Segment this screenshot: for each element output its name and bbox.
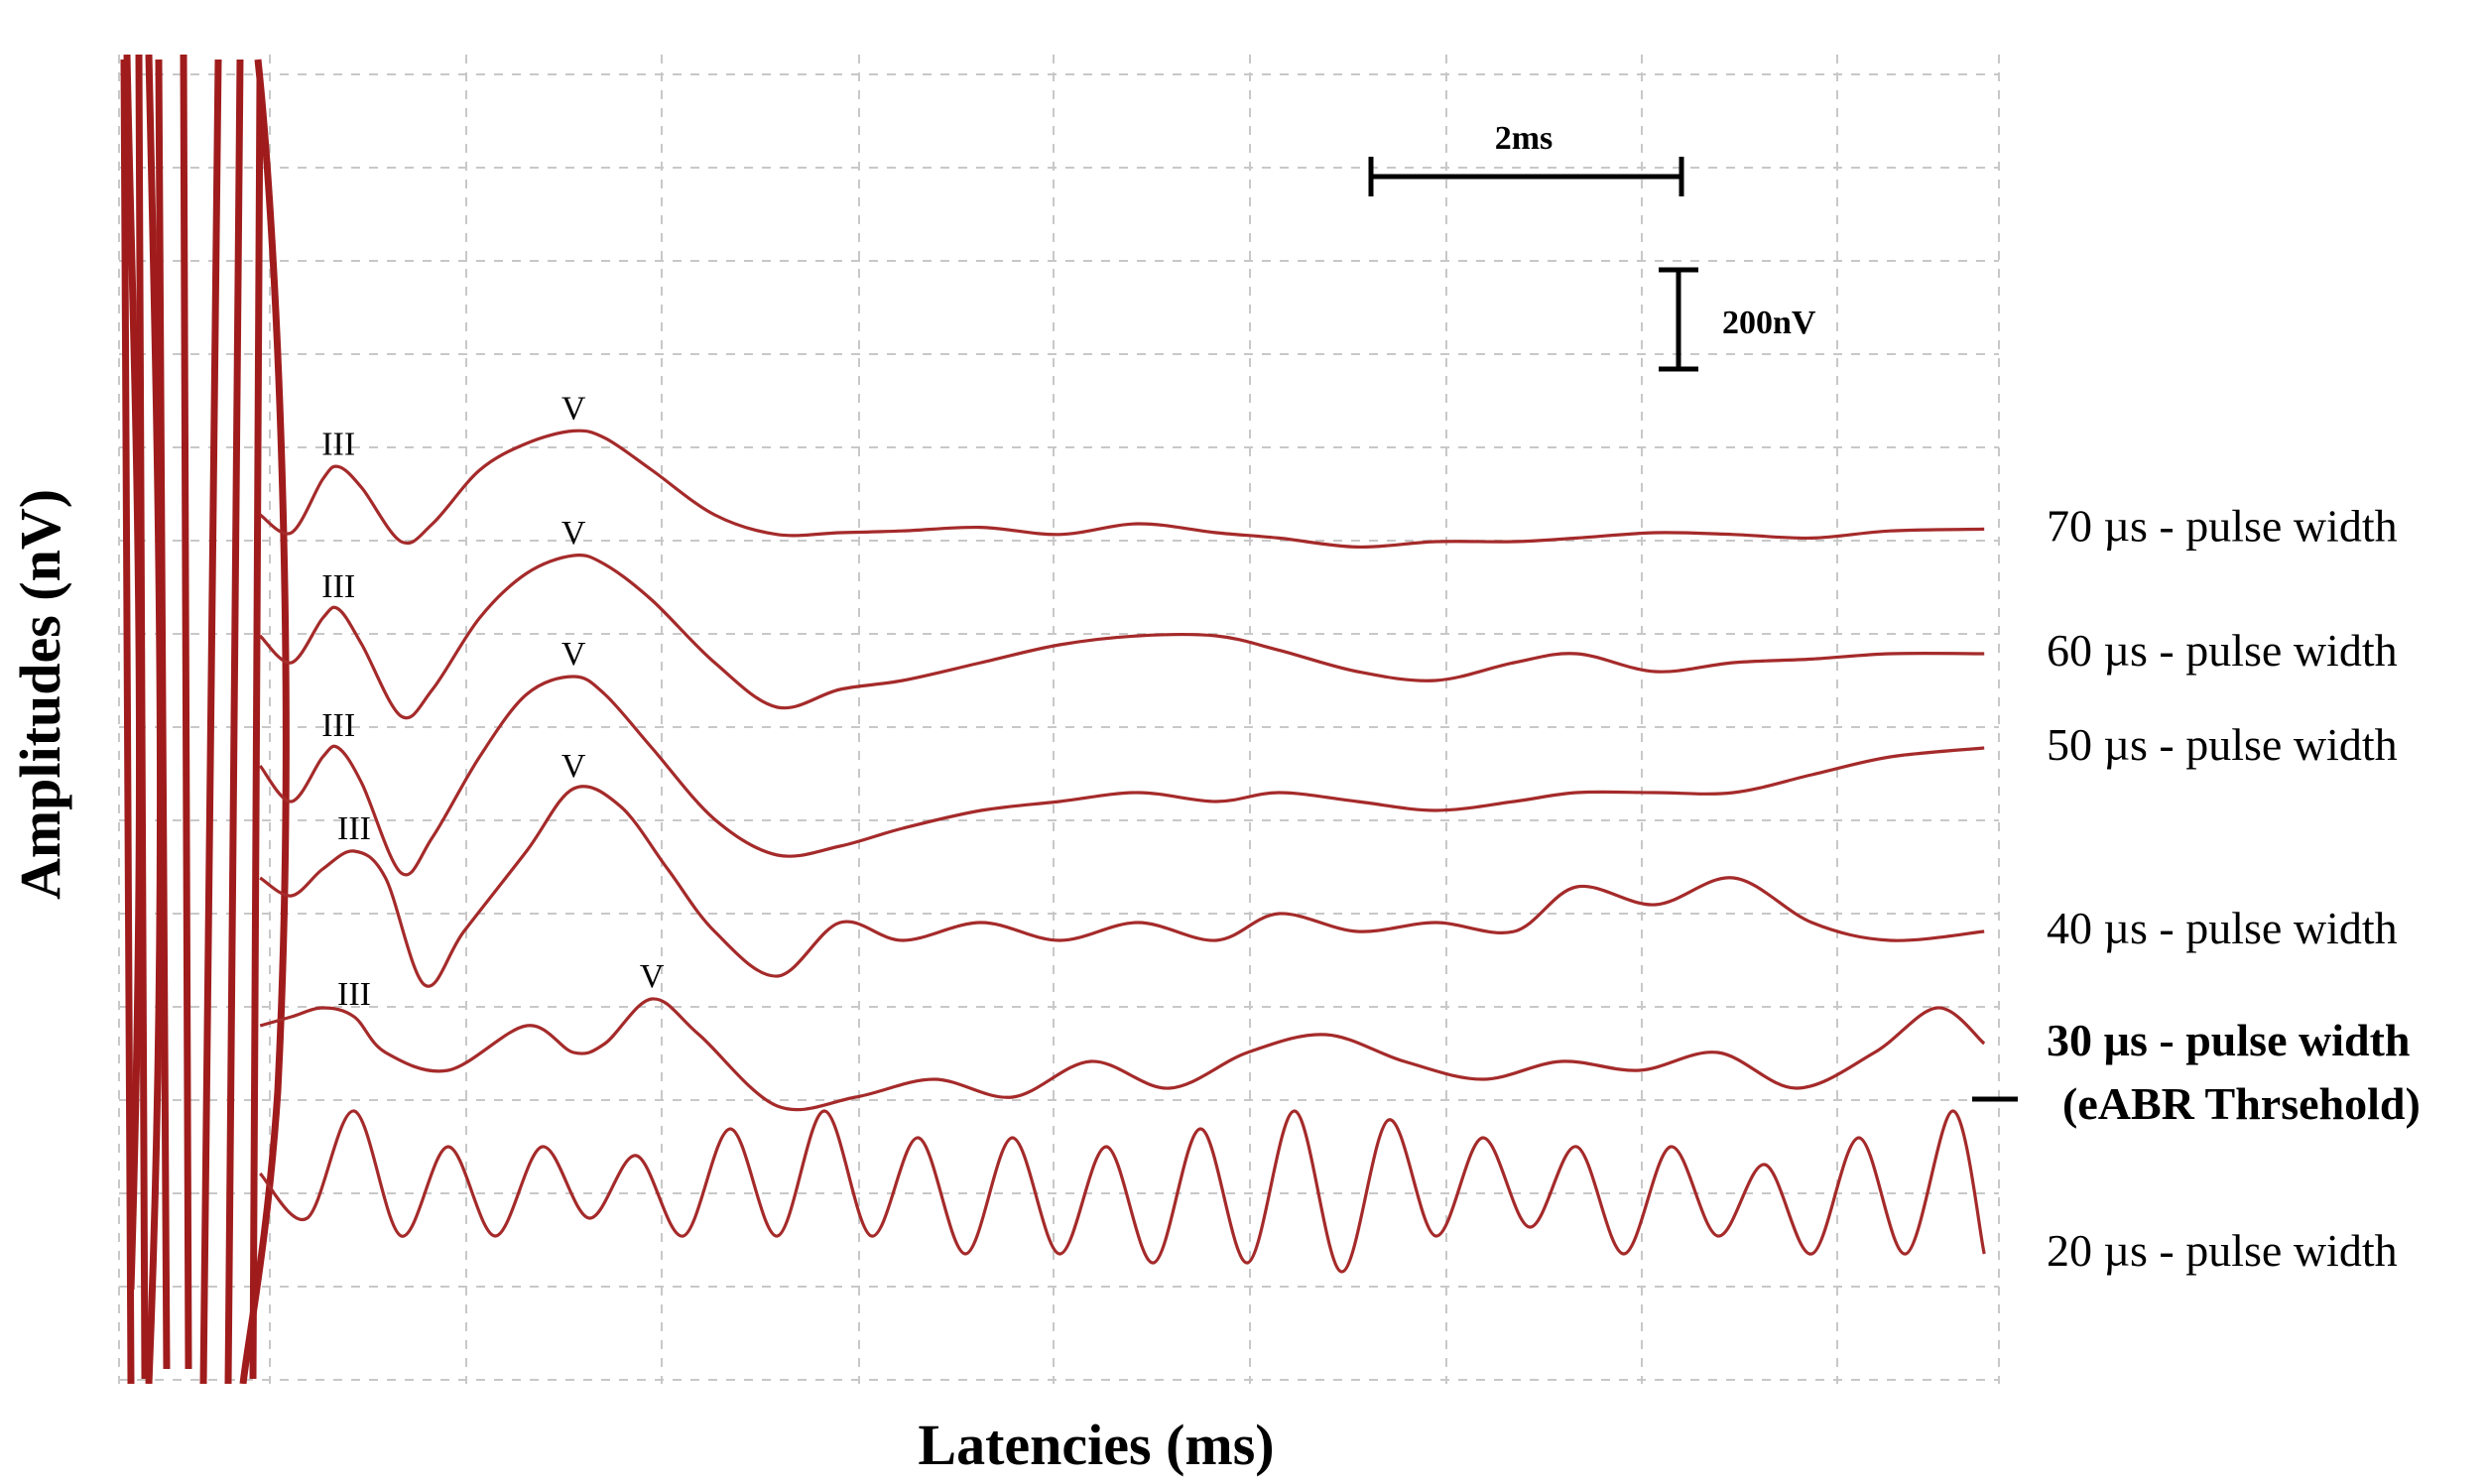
grid xyxy=(118,55,2000,1384)
peak-label-V: V xyxy=(640,958,665,995)
peak-label-V: V xyxy=(561,515,586,552)
peak-label-III: III xyxy=(321,426,355,462)
artifact-stroke xyxy=(239,59,290,1384)
stimulus-artifact xyxy=(120,55,290,1384)
peak-label-III: III xyxy=(337,810,371,847)
trace-label: 40 µs - pulse width xyxy=(2047,903,2398,953)
time-scale-bar: 2ms xyxy=(1368,120,1684,196)
trace-label: 30 µs - pulse width xyxy=(2047,1015,2410,1065)
x-axis-title: Latencies (ms) xyxy=(918,1413,1274,1477)
plot-background xyxy=(119,55,1999,1384)
amplitude-scale-label: 200nV xyxy=(1722,305,1816,341)
y-axis-title: Amplitudes (nV) xyxy=(8,489,72,900)
amplitude-scale-bar: 200nV xyxy=(1659,267,1816,372)
trace-label: 50 µs - pulse width xyxy=(2047,719,2398,770)
artifact-stroke xyxy=(123,55,165,1384)
peak-label-V: V xyxy=(561,636,586,673)
peak-label-III: III xyxy=(321,568,355,605)
trace-label: 70 µs - pulse width xyxy=(2047,500,2398,551)
traces xyxy=(258,429,1986,1274)
trace-label: 60 µs - pulse width xyxy=(2047,625,2398,676)
trace-line-2 xyxy=(259,554,1985,720)
trace-line-3 xyxy=(258,675,1985,877)
trace-label-sub: (eABR Thrsehold) xyxy=(2062,1078,2421,1129)
trace-line-1 xyxy=(259,429,1985,550)
trace-label: 20 µs - pulse width xyxy=(2047,1225,2398,1276)
peak-label-III: III xyxy=(321,707,355,744)
peak-label-III: III xyxy=(337,976,371,1013)
peak-label-V: V xyxy=(561,748,586,785)
trace-line-4 xyxy=(259,785,1985,988)
peak-labels: III V III V III V III V III V xyxy=(321,390,665,1013)
trace-labels: 70 µs - pulse width 60 µs - pulse width 50… xyxy=(2047,500,2421,1276)
peak-label-V: V xyxy=(561,390,586,427)
artifact-stroke xyxy=(199,59,264,1384)
time-scale-label: 2ms xyxy=(1495,120,1554,157)
trace-line-5 xyxy=(259,997,1986,1112)
trace-line-6 xyxy=(258,1109,1986,1274)
